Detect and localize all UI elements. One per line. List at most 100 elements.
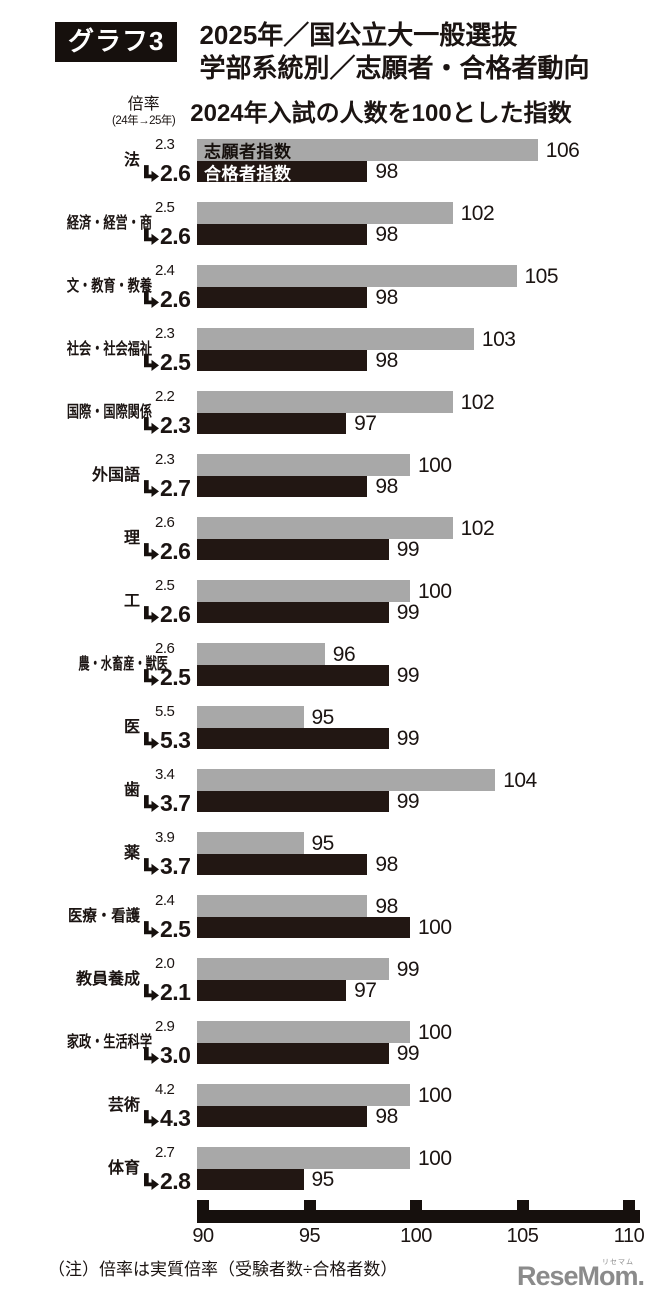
ratio-2025-wrap: 4.3 <box>144 1105 197 1131</box>
applicant-bar-line: 104 <box>197 769 660 791</box>
admitted-bar <box>197 287 368 308</box>
admitted-value-label: 98 <box>375 286 398 309</box>
admitted-bar <box>197 791 389 812</box>
bar-pair: 99 97 <box>197 958 660 1001</box>
ratio-2025-value: 2.6 <box>160 538 191 564</box>
applicant-bar <box>197 580 410 602</box>
ratio-2025-wrap: 2.8 <box>144 1170 197 1193</box>
ratio-2025-value: 2.5 <box>160 916 191 942</box>
ratio-block: 2.7 2.8 <box>140 1145 197 1193</box>
arrow-down-right-icon <box>144 1047 159 1064</box>
bar-pair: 102 98 <box>197 202 660 245</box>
ratio-2025-value: 2.6 <box>160 223 191 249</box>
admitted-bar <box>197 1043 389 1064</box>
chart-row: 医療・看護 2.4 2.5 98 100 <box>40 892 660 942</box>
category-label-text: 理 <box>123 529 140 547</box>
chart-rows: 法 2.3 2.6 志願者指数 106 合格者指数 98 <box>40 137 660 1193</box>
ratio-2025-wrap: 2.5 <box>144 916 197 942</box>
category-label: 社会・社会福祉 <box>40 341 152 359</box>
bar-pair: 96 99 <box>197 643 660 686</box>
applicant-value-label: 96 <box>332 642 356 666</box>
footnote: （注）倍率は実質倍率（受験者数÷合格者数） <box>48 1260 398 1279</box>
ratio-2025-value: 5.3 <box>160 727 191 753</box>
ratio-block: 2.5 2.6 <box>140 200 197 249</box>
ratio-2025-value: 4.3 <box>160 1105 191 1131</box>
category-label-text: 薬 <box>123 844 140 862</box>
ratio-2025-value: 3.0 <box>160 1042 191 1068</box>
arrow-down-right-icon <box>144 228 159 245</box>
arrow-down-right-icon <box>144 984 159 1001</box>
category-label-text: 農・水畜産・獣医 <box>78 655 169 673</box>
resemom-logo: リセマム ReseMom. <box>517 1259 645 1292</box>
admitted-bar <box>197 1169 304 1190</box>
x-axis: 90 95 100 105 110 <box>192 1200 645 1249</box>
ratio-2025-wrap: 5.3 <box>144 727 197 753</box>
category-label: 芸術 <box>40 1097 140 1115</box>
admitted-bar-line: 98 <box>197 350 660 371</box>
x-axis-tick <box>303 1200 316 1210</box>
ratio-2025-wrap: 2.6 <box>144 538 197 564</box>
chart-subtitle: 2024年入試の人数を100とした指数 <box>190 100 572 127</box>
admitted-bar-line: 99 <box>197 539 660 560</box>
applicant-bar <box>197 895 368 917</box>
arrow-down-right-icon <box>144 606 159 623</box>
applicant-value-label: 100 <box>418 1146 452 1170</box>
admitted-bar-line: 99 <box>197 1043 660 1064</box>
admitted-bar <box>197 350 368 371</box>
x-axis-tick-label: 105 <box>506 1225 539 1247</box>
ratio-block: 2.9 3.0 <box>140 1019 197 1068</box>
applicant-bar <box>197 1021 410 1043</box>
header: グラフ3 2025年／国公立大一般選抜 学部系統別／志願者・合格者動向 <box>0 0 660 85</box>
chart-row: 芸術 4.2 4.3 100 98 <box>40 1082 660 1131</box>
ratio-2024-value: 2.6 <box>155 640 175 657</box>
ratio-block: 2.5 2.6 <box>140 578 197 626</box>
arrow-down-right-icon <box>144 291 159 308</box>
admitted-value-label: 97 <box>354 412 377 435</box>
title-line-1: 2025年／国公立大一般選抜 <box>199 20 518 50</box>
applicant-bar-line: 105 <box>197 265 660 287</box>
ratio-2024-value: 2.4 <box>155 892 175 909</box>
category-label: 教員養成 <box>40 971 140 989</box>
admitted-bar <box>197 665 389 686</box>
applicant-value-label: 100 <box>418 453 452 477</box>
category-label: 経済・経営・商 <box>40 215 152 233</box>
ratio-2025-wrap: 2.6 <box>144 162 197 185</box>
ratio-2025-wrap: 2.6 <box>144 603 197 626</box>
applicant-bar-line: 99 <box>197 958 660 980</box>
applicant-bar <box>197 1084 410 1106</box>
admitted-bar <box>197 413 347 434</box>
chart-row: 経済・経営・商 2.5 2.6 102 98 <box>40 200 660 249</box>
category-label-text: 家政・生活科学 <box>66 1033 153 1051</box>
x-axis-tick <box>410 1200 422 1210</box>
category-label-text: 社会・社会福祉 <box>66 340 153 358</box>
chart-row: 社会・社会福祉 2.3 2.5 103 98 <box>40 326 660 375</box>
applicant-value-label: 103 <box>481 327 516 351</box>
applicant-bar-line: 102 <box>197 391 660 413</box>
admitted-bar-line: 99 <box>197 791 660 812</box>
admitted-bar: 合格者指数 <box>197 161 368 183</box>
bar-pair: 100 98 <box>197 1084 660 1127</box>
admitted-value-label: 99 <box>396 538 420 561</box>
chart-row: 医 5.5 5.3 95 99 <box>40 704 660 753</box>
applicant-bar-line: 100 <box>197 1021 660 1043</box>
category-label: 文・教育・教養 <box>40 278 152 296</box>
applicant-bar: 志願者指数 <box>197 139 538 162</box>
admitted-bar-line: 98 <box>197 854 660 875</box>
ratio-2025-value: 2.5 <box>160 349 191 375</box>
x-axis-tick-labels: 90 95 100 105 110 <box>192 1225 644 1249</box>
category-label: 理 <box>40 530 140 548</box>
admitted-bar-line: 98 <box>197 476 660 497</box>
ratio-block: 2.0 2.1 <box>140 956 197 1005</box>
applicant-bar <box>197 958 389 980</box>
x-axis-tick-label: 110 <box>613 1225 645 1247</box>
ratio-2025-value: 3.7 <box>160 790 191 816</box>
admitted-bar <box>197 476 368 497</box>
bar-pair: 95 99 <box>197 706 660 749</box>
applicant-bar-line: 103 <box>197 328 660 350</box>
category-label-text: 医 <box>123 718 140 736</box>
category-label: 体育 <box>40 1160 140 1178</box>
applicant-value-label: 102 <box>460 390 495 414</box>
ratio-2025-value: 2.1 <box>160 979 191 1005</box>
applicant-value-label: 100 <box>418 1083 452 1107</box>
category-label-text: 体育 <box>107 1159 140 1177</box>
